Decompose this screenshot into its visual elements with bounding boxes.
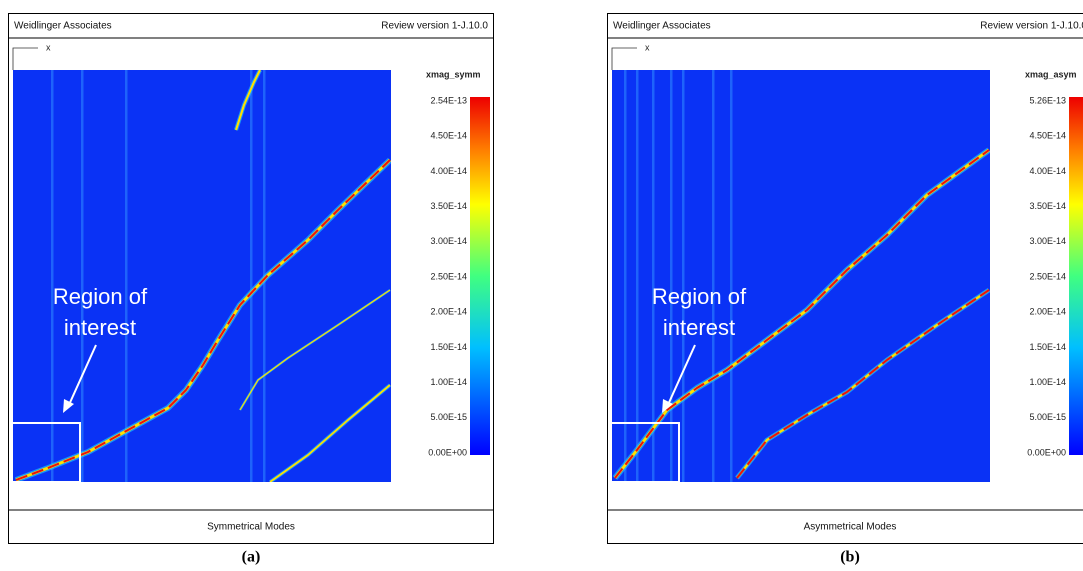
colorbar-tick-label: 2.50E-14 — [1029, 271, 1066, 281]
curve-core — [15, 159, 391, 481]
colorbar-tick-label: 1.00E-14 — [1029, 377, 1066, 387]
colorbar-tick-label: 5.26E-13 — [1029, 95, 1066, 105]
colorbar-tick-label: 4.50E-14 — [1029, 131, 1066, 141]
colorbar-title: xmag_symm — [426, 69, 481, 79]
streak — [250, 70, 253, 482]
colorbar-tick-label: 4.00E-14 — [430, 166, 467, 176]
colorbar-tick-label: 3.00E-14 — [1029, 236, 1066, 246]
streak — [125, 70, 128, 482]
roi-box — [610, 422, 680, 483]
header-right: Review version 1-J.10.0 — [980, 21, 1083, 32]
heatmap — [612, 70, 990, 482]
axis-label: x — [645, 42, 650, 52]
curve-mid — [234, 70, 261, 131]
caption: (a) — [242, 549, 261, 566]
axis-label: x — [46, 42, 51, 52]
roi-arrowhead — [63, 399, 74, 413]
streak — [652, 70, 655, 482]
panel: Weidlinger Associates Review version 1-J.… — [8, 13, 494, 566]
roi-box — [11, 422, 81, 483]
caption: (b) — [840, 549, 860, 566]
annotation-line: interest — [64, 315, 136, 340]
colorbar — [1069, 97, 1083, 455]
streak — [636, 70, 639, 482]
curves — [14, 70, 391, 482]
colorbar-tick-label: 4.50E-14 — [430, 131, 467, 141]
header-left: Weidlinger Associates — [14, 21, 112, 32]
streak — [730, 70, 733, 482]
colorbar-tick-label: 1.50E-14 — [1029, 342, 1066, 352]
footer: Symmetrical Modes — [207, 522, 295, 533]
axis-glyph — [12, 47, 38, 70]
colorbar-tick-label: 1.00E-14 — [430, 377, 467, 387]
colorbar-tick-label: 3.50E-14 — [430, 201, 467, 211]
annotation-line: Region of — [53, 284, 148, 309]
header-right: Review version 1-J.10.0 — [381, 21, 488, 32]
roi-arrow — [666, 344, 696, 408]
header-left: Weidlinger Associates — [613, 21, 711, 32]
streak — [712, 70, 715, 482]
annotation-line: interest — [663, 315, 735, 340]
colorbar-tick-label: 5.00E-15 — [1029, 412, 1066, 422]
colorbar-tick-label: 2.54E-13 — [430, 95, 467, 105]
heatmap — [13, 70, 391, 482]
colorbar-tick-label: 0.00E+00 — [428, 447, 467, 457]
colorbar-tick-label: 3.00E-14 — [430, 236, 467, 246]
footer: Asymmetrical Modes — [804, 522, 897, 533]
colorbar-tick-label: 2.50E-14 — [430, 271, 467, 281]
streak — [624, 70, 627, 482]
curve-core — [736, 289, 990, 479]
roi-arrowhead — [662, 399, 673, 413]
colorbar-tick-label: 0.00E+00 — [1027, 447, 1066, 457]
colorbar-tick-label: 2.00E-14 — [430, 307, 467, 317]
colorbar-tick-label: 3.50E-14 — [1029, 201, 1066, 211]
colorbar-tick-label: 1.50E-14 — [430, 342, 467, 352]
streak — [670, 70, 673, 482]
colorbar-tick-label: 4.00E-14 — [1029, 166, 1066, 176]
roi-arrow — [67, 344, 97, 408]
colorbar-tick-label: 2.00E-14 — [1029, 307, 1066, 317]
axis-glyph — [611, 47, 637, 70]
colorbar-tick-label: 5.00E-15 — [430, 412, 467, 422]
panel: Weidlinger Associates Review version 1-J.… — [607, 13, 1083, 566]
annotation-line: Region of — [652, 284, 747, 309]
colorbar — [470, 97, 490, 455]
streak — [682, 70, 685, 482]
curve-mid — [239, 289, 391, 411]
curve-mid — [269, 384, 391, 482]
streak — [51, 70, 54, 482]
colorbar-title: xmag_asym — [1025, 69, 1077, 79]
streak — [81, 70, 84, 482]
